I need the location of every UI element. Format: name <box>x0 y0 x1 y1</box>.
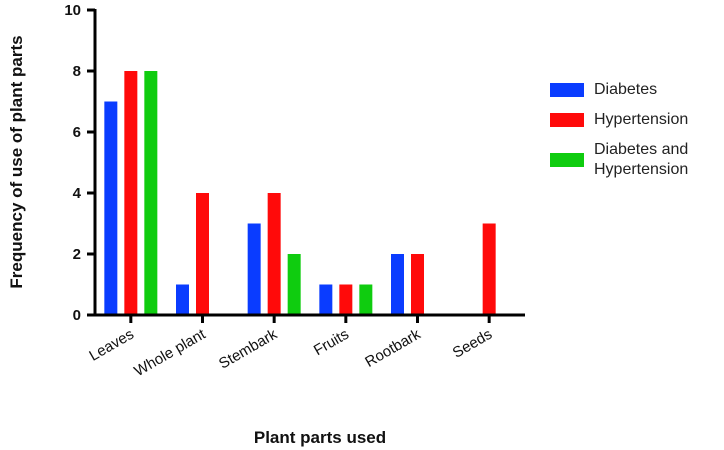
legend-item: Diabetes and Hypertension <box>550 140 724 180</box>
bar <box>247 223 261 315</box>
legend-swatch <box>550 153 584 167</box>
y-tick-label: 4 <box>73 185 82 202</box>
bar <box>359 284 373 315</box>
y-tick-label: 2 <box>73 246 81 263</box>
legend-item: Diabetes <box>550 80 724 100</box>
bar <box>176 284 189 315</box>
bar <box>124 71 138 315</box>
legend-swatch <box>550 113 584 127</box>
bar <box>482 223 496 315</box>
legend: Diabetes Hypertension Diabetes and Hyperte… <box>550 80 724 190</box>
x-tick-label: Fruits <box>311 326 352 359</box>
y-tick-label: 10 <box>64 2 81 19</box>
bar <box>287 254 301 315</box>
x-tick-label: Seeds <box>450 326 495 362</box>
bar <box>104 101 118 315</box>
legend-swatch <box>550 83 584 97</box>
x-tick-label: Stembark <box>216 325 281 372</box>
bar <box>339 284 353 315</box>
bar <box>411 254 424 315</box>
y-tick-label: 6 <box>73 124 81 141</box>
bar <box>196 193 209 315</box>
legend-item: Hypertension <box>550 110 724 130</box>
y-tick-label: 0 <box>73 307 81 324</box>
legend-label: Diabetes and Hypertension <box>594 141 689 178</box>
legend-label: Diabetes <box>594 81 658 98</box>
legend-label: Hypertension <box>594 111 689 128</box>
bar <box>267 193 281 315</box>
x-axis-title: Plant parts used <box>254 428 386 447</box>
bar <box>391 254 404 315</box>
bar <box>144 71 158 315</box>
x-tick-label: Whole plant <box>131 325 209 380</box>
y-tick-label: 8 <box>73 63 81 80</box>
y-axis-title: Frequency of use of plant parts <box>7 35 26 288</box>
bar <box>319 284 333 315</box>
x-tick-label: Leaves <box>86 326 136 365</box>
x-tick-label: Rootbark <box>362 325 424 370</box>
